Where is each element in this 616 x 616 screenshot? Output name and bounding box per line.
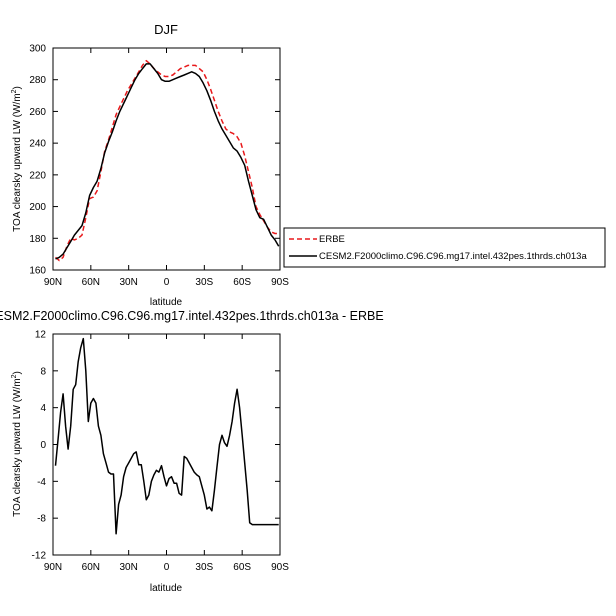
djf-plot: DJF 160 180 200 220 240 260 280 300 90N 60N 30N 0 3… [11, 22, 606, 308]
difference-x-tick-label: 60N [82, 562, 100, 573]
difference-ylabel-main: TOA clearsky upward LW (W/m [12, 378, 23, 517]
djf-ylabel: TOA clearsky upward LW (W/m2) [11, 86, 23, 232]
djf-series-line-erbe [55, 59, 279, 262]
djf-x-tick-label: 60N [82, 277, 100, 288]
difference-series-line-cesm2-f2000climo-c96-c96-mg17-intel-432p [54, 337, 279, 535]
difference-y-tick-label: 4 [40, 403, 46, 414]
difference-y-tick-label: -8 [37, 514, 46, 525]
legend: ERBE CESM2.F2000climo.C96.C96.mg17.intel… [283, 227, 606, 268]
difference-x-tick-label: 30N [119, 562, 137, 573]
difference-x-tick-label: 60S [233, 562, 251, 573]
djf-x-tick-label: 30N [119, 277, 137, 288]
djf-y-tick-label: 240 [29, 139, 46, 150]
difference-x-tick-label: 90N [44, 562, 62, 573]
djf-xlabel: latitude [150, 297, 183, 308]
djf-x-tick-label: 0 [164, 277, 170, 288]
difference-y-tick-label: -4 [37, 477, 46, 488]
difference-ylabel-close: ) [12, 371, 23, 374]
djf-y-tick-label: 220 [29, 170, 46, 181]
djf-title: DJF [154, 22, 178, 37]
difference-title: CESM2.F2000climo.C96.C96.mg17.intel.432p… [0, 309, 384, 323]
difference-y-tick-label: 12 [35, 330, 47, 341]
djf-x-ticks: 90N 60N 30N 0 30S 60S 90S [44, 48, 289, 288]
difference-y-tick-label: 8 [40, 366, 46, 377]
difference-plot-frame [52, 333, 281, 556]
djf-ylabel-close: ) [12, 86, 23, 89]
difference-x-tick-label: 90S [271, 562, 289, 573]
difference-series [54, 337, 279, 535]
legend-box [283, 227, 606, 268]
difference-y-ticks: -12 -8 -4 0 4 8 12 [32, 330, 280, 562]
difference-x-tick-label: 0 [164, 562, 170, 573]
djf-x-tick-label: 60S [233, 277, 251, 288]
difference-y-tick-label: 0 [40, 440, 46, 451]
djf-y-tick-label: 200 [29, 202, 46, 213]
legend-model-label: CESM2.F2000climo.C96.C96.mg17.intel.432p… [319, 251, 587, 262]
difference-x-ticks: 90N 60N 30N 0 30S 60S 90S [44, 334, 289, 573]
djf-x-tick-label: 90N [44, 277, 62, 288]
djf-series-line-cesm2-f2000climo-c96-c96-mg17-intel-432p [55, 63, 280, 260]
djf-ylabel-sup: 2 [11, 89, 18, 93]
djf-series [55, 59, 280, 262]
djf-x-tick-label: 30S [195, 277, 213, 288]
difference-x-tick-label: 30S [195, 562, 213, 573]
djf-y-ticks: 160 180 200 220 240 260 280 300 [29, 44, 280, 277]
difference-ylabel: TOA clearsky upward LW (W/m2) [11, 371, 23, 517]
djf-x-tick-label: 90S [271, 277, 289, 288]
difference-y-tick-label: -12 [32, 551, 47, 562]
djf-ylabel-main: TOA clearsky upward LW (W/m [12, 93, 23, 232]
djf-y-tick-label: 180 [29, 234, 46, 245]
djf-y-tick-label: 260 [29, 107, 46, 118]
difference-plot: CESM2.F2000climo.C96.C96.mg17.intel.432p… [0, 309, 384, 594]
legend-erbe-label: ERBE [319, 234, 345, 245]
djf-y-tick-label: 300 [29, 44, 46, 55]
difference-xlabel: latitude [150, 583, 183, 594]
difference-ylabel-sup: 2 [11, 374, 18, 378]
djf-y-tick-label: 280 [29, 75, 46, 86]
djf-y-tick-label: 160 [29, 266, 46, 277]
